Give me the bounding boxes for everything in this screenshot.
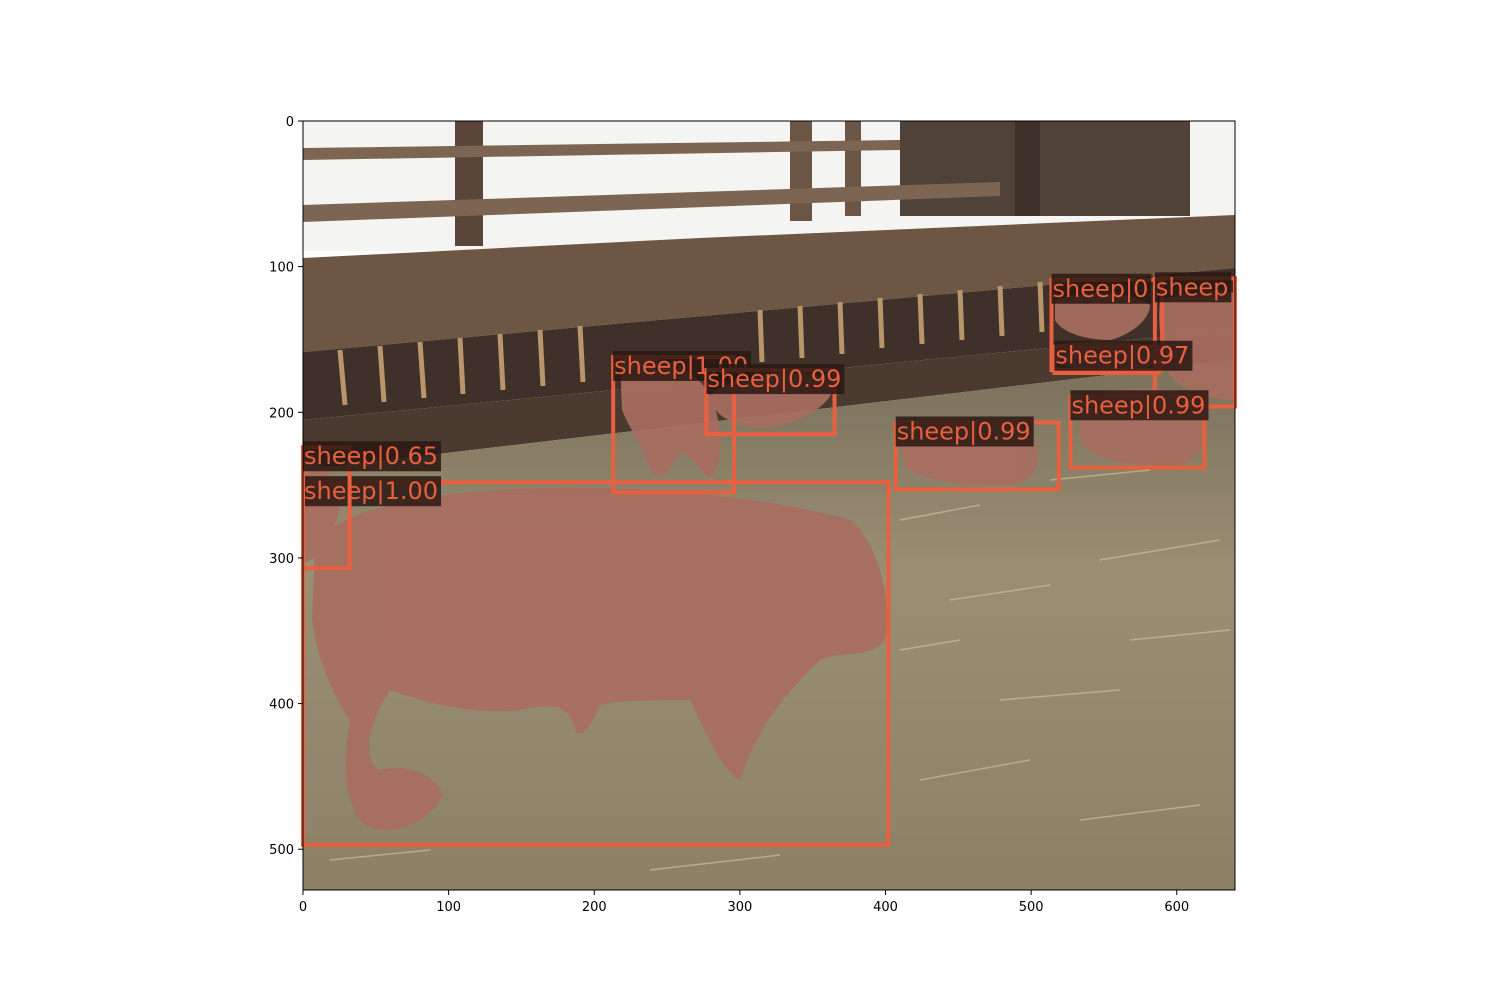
wooden-rail	[303, 140, 900, 160]
y-tick-label: 300	[269, 552, 294, 567]
feeding-trough	[303, 215, 1235, 352]
detection-label: sheep|0.97	[1055, 342, 1189, 370]
detection-label: sheep|0.65	[304, 442, 438, 470]
x-tick-label: 100	[436, 900, 461, 915]
detection-label: sheep|0.99	[1071, 391, 1205, 419]
y-tick-label: 100	[269, 261, 294, 276]
detection-label: sheep|1.00	[304, 477, 438, 505]
detection-label: sheep|0.99	[897, 417, 1031, 445]
label-background	[706, 364, 845, 395]
label-background	[1154, 272, 1232, 303]
detection: sheep|1.00	[301, 476, 891, 847]
wooden-post	[790, 121, 812, 221]
x-tick-label: 400	[873, 900, 898, 915]
detection: sheep|0.99	[1068, 390, 1209, 470]
wooden-rail	[303, 182, 1000, 222]
sheep-mask	[312, 487, 887, 831]
label-background	[1054, 340, 1193, 371]
detection: sheep|0	[1049, 273, 1165, 373]
axes-frame	[302, 120, 1236, 891]
x-tick-label: 300	[727, 900, 752, 915]
y-tick-label: 200	[269, 406, 294, 421]
wooden-post	[1015, 121, 1040, 216]
sheep-mask	[1159, 290, 1235, 400]
detection: sheep|0.99	[704, 364, 845, 437]
sheep-mask	[1055, 293, 1150, 340]
wooden-post	[845, 121, 861, 216]
barn-wall	[900, 121, 1190, 216]
x-tick-label: 600	[1164, 900, 1189, 915]
x-axis: 0 100 200 300 400 500 600	[299, 890, 1189, 915]
detection-label: sheep	[1156, 273, 1228, 301]
x-tick-label: 0	[299, 900, 307, 915]
detection: sheep|0.65	[301, 441, 442, 571]
straw-texture	[329, 469, 1231, 871]
x-tick-label: 500	[1019, 900, 1044, 915]
barn-photo	[303, 121, 1235, 890]
label-background	[303, 476, 442, 507]
detection: sheep|0.99	[893, 416, 1061, 492]
wooden-post	[455, 121, 483, 246]
sheep-mask	[620, 357, 721, 478]
hay-rack	[337, 281, 1045, 406]
detection-overlays: sheep|1.00sheep|0.65sheep|1.00sheep|0.99…	[301, 272, 1237, 847]
detection-label: sheep|0.99	[707, 365, 841, 393]
x-tick-label: 200	[582, 900, 607, 915]
label-background	[303, 441, 442, 472]
label-background	[1051, 273, 1152, 304]
y-tick-label: 400	[269, 698, 294, 713]
y-tick-label: 0	[286, 115, 294, 130]
detection-label: sheep|0	[1053, 275, 1149, 303]
y-tick-label: 500	[269, 843, 294, 858]
y-axis: 0 100 200 300 400 500	[269, 115, 303, 858]
label-background	[895, 416, 1034, 447]
detection: sheep|0.97	[1052, 340, 1193, 375]
label-background	[1070, 390, 1209, 421]
detection: sheep	[1152, 272, 1237, 409]
